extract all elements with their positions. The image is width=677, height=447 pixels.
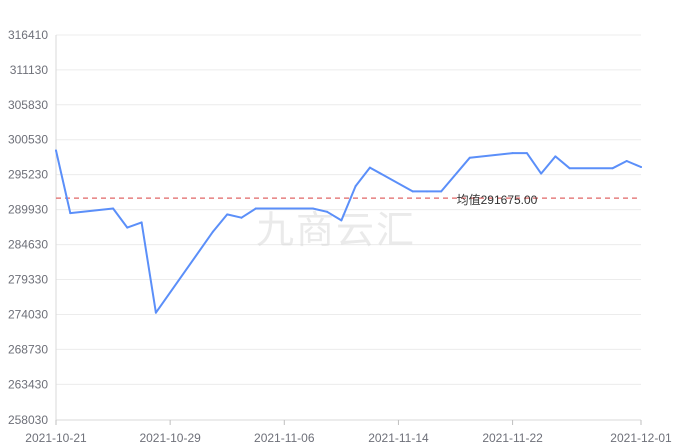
data-point	[468, 156, 471, 159]
data-point	[525, 152, 528, 155]
y-tick-label: 279330	[8, 273, 48, 287]
grid-layer	[56, 34, 641, 385]
data-point	[354, 185, 357, 188]
data-point	[511, 152, 514, 155]
data-point	[154, 311, 157, 314]
y-axis-ticks: 258030 263430 268730 274030 279330 284630 2899…	[8, 28, 48, 427]
data-point	[368, 166, 371, 169]
y-tick-label: 274030	[8, 307, 48, 321]
x-axis-ticks: 2021-10-21 2021-10-29 2021-11-06 2021-11-14…	[25, 420, 672, 445]
y-tick-label: 263430	[8, 377, 48, 391]
data-point	[69, 212, 72, 215]
data-point	[425, 190, 428, 193]
data-point	[126, 226, 129, 229]
series-layer	[55, 149, 642, 314]
x-tick-label: 2021-11-14	[368, 431, 429, 445]
y-tick-label: 300530	[8, 133, 48, 147]
data-point	[611, 167, 614, 170]
data-point	[140, 221, 143, 224]
data-point	[226, 213, 229, 216]
x-tick-label: 2021-12-01	[610, 431, 672, 445]
y-tick-label: 316410	[8, 28, 48, 42]
average-label: 均值291675.00	[457, 192, 538, 207]
data-point	[211, 230, 214, 233]
y-tick-label: 258030	[8, 413, 48, 427]
data-point	[254, 207, 257, 210]
x-tick-label: 2021-10-21	[25, 431, 87, 445]
data-point	[554, 155, 557, 158]
x-tick-label: 2021-11-06	[254, 431, 315, 445]
y-tick-label: 295230	[8, 168, 48, 182]
data-point	[625, 160, 628, 163]
data-point	[568, 167, 571, 170]
data-point	[112, 207, 115, 210]
average-line-group: 均值291675.00	[56, 192, 641, 207]
y-tick-label: 284630	[8, 238, 48, 252]
data-point	[240, 216, 243, 219]
watermark: 九商云汇	[256, 208, 416, 252]
data-point	[311, 207, 314, 210]
data-point	[411, 190, 414, 193]
data-point	[540, 172, 543, 175]
data-point	[340, 219, 343, 222]
x-tick-label: 2021-10-29	[139, 431, 201, 445]
data-point	[55, 149, 57, 152]
y-tick-label: 305830	[8, 98, 48, 112]
x-tick-label: 2021-11-22	[482, 431, 543, 445]
data-point	[640, 165, 642, 168]
y-tick-label: 311130	[10, 63, 49, 77]
data-point	[440, 190, 443, 193]
data-point	[326, 210, 329, 213]
y-tick-label: 268730	[8, 342, 48, 356]
y-tick-label: 289930	[8, 203, 48, 217]
